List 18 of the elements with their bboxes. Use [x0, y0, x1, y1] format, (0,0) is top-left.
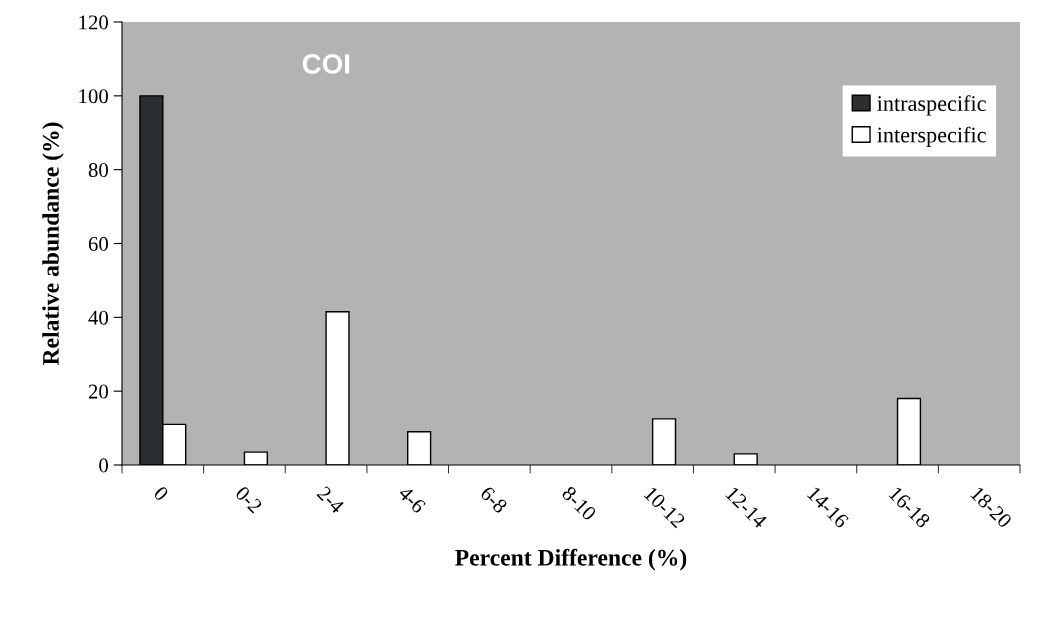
x-axis-title: Percent Difference (%) [455, 548, 687, 571]
legend-label: intraspecific [877, 95, 986, 116]
x-tick-label: 2-4 [316, 485, 346, 515]
y-tick-label: 120 [79, 15, 109, 30]
y-tick-label: 80 [88, 163, 109, 178]
y-tick-label: 60 [88, 236, 109, 251]
y-tick-label: 20 [88, 384, 109, 399]
y-axis-title: Relative abundance (%) [42, 122, 64, 366]
y-tick-label: 0 [99, 458, 109, 473]
x-tick-label: 6-8 [479, 485, 509, 514]
annotation: COI [302, 54, 350, 74]
x-tick-label: 4-6 [397, 485, 427, 515]
legend-label: interspecific [877, 126, 986, 148]
y-tick-label: 40 [88, 310, 109, 325]
x-tick-label: 8-10 [561, 485, 598, 522]
x-tick-label: 0 [153, 485, 170, 502]
x-tick-label: 0-2 [234, 485, 263, 514]
y-tick-label: 100 [79, 89, 109, 104]
